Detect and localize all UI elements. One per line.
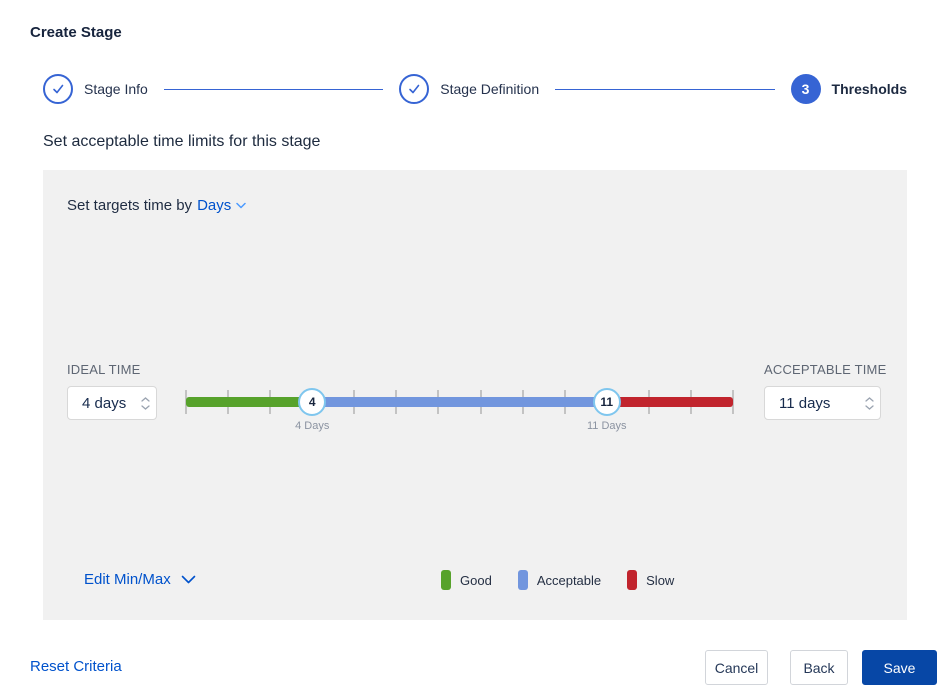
ideal-time-field: IDEAL TIME: [67, 362, 157, 420]
time-unit-dropdown[interactable]: Days: [197, 197, 246, 214]
slider-handle[interactable]: 11: [592, 388, 621, 416]
acceptable-color-swatch: [517, 570, 528, 590]
slider-segment-slow: [606, 397, 733, 407]
acceptable-time-input[interactable]: [765, 387, 880, 419]
time-threshold-slider: 4 4 Days 11 11 Days: [185, 382, 734, 444]
chevron-down-icon: [865, 404, 874, 410]
stepper-connector: [163, 88, 384, 90]
chevron-down-icon: [181, 575, 196, 584]
stepper: Stage Info Stage Definition 3 Thresholds: [43, 74, 907, 104]
step-stage-definition[interactable]: Stage Definition: [399, 74, 539, 104]
acceptable-time-field: ACCEPTABLE TIME: [764, 362, 886, 420]
chevron-down-icon: [141, 404, 150, 410]
step-stage-info[interactable]: Stage Info: [43, 74, 148, 104]
legend-item-slow: Slow: [627, 570, 674, 590]
thresholds-panel: Set targets time by Days IDEAL TIME 4 4 D…: [43, 170, 907, 620]
section-heading: Set acceptable time limits for this stag…: [43, 133, 321, 150]
check-circle-icon: [43, 74, 73, 104]
acceptable-time-label: ACCEPTABLE TIME: [764, 362, 887, 377]
chevron-up-icon: [141, 396, 150, 402]
slider-tick: [732, 390, 734, 414]
slider-handle-label: 4 Days: [295, 420, 330, 432]
time-unit-value: Days: [197, 197, 232, 214]
cancel-button[interactable]: Cancel: [705, 650, 768, 685]
back-button[interactable]: Back: [790, 650, 848, 685]
save-button[interactable]: Save: [862, 650, 937, 685]
page-title: Create Stage: [30, 24, 122, 41]
acceptable-time-stepper[interactable]: [865, 387, 874, 419]
ideal-time-label: IDEAL TIME: [67, 362, 141, 377]
legend-item-acceptable: Acceptable: [517, 570, 602, 590]
step-thresholds[interactable]: 3 Thresholds: [790, 74, 908, 104]
slider-segment-acceptable: [312, 397, 607, 407]
target-time-label: Set targets time by: [67, 197, 193, 214]
legend-label: Good: [460, 572, 492, 588]
ideal-time-stepper[interactable]: [141, 387, 150, 419]
slow-color-swatch: [627, 570, 638, 590]
step-label: Stage Info: [84, 81, 148, 97]
good-color-swatch: [441, 570, 451, 590]
step-number-badge: 3: [790, 74, 821, 104]
target-time-row: Set targets time by Days: [67, 197, 246, 214]
legend-item-good: Good: [441, 570, 492, 590]
slider-segment-good: [186, 397, 313, 407]
edit-minmax-link[interactable]: Edit Min/Max: [84, 571, 196, 588]
chevron-down-icon: [236, 202, 246, 209]
legend-label: Acceptable: [536, 572, 602, 588]
stepper-connector: [555, 88, 775, 90]
legend: Good Acceptable Slow: [441, 570, 700, 590]
chevron-up-icon: [865, 396, 874, 402]
edit-minmax-label: Edit Min/Max: [84, 571, 171, 588]
step-label: Thresholds: [831, 81, 908, 97]
reset-criteria-link[interactable]: Reset Criteria: [30, 658, 122, 675]
step-label: Stage Definition: [440, 81, 540, 97]
check-circle-icon: [399, 74, 430, 104]
slider-handle-label: 11 Days: [586, 420, 627, 432]
slider-handle[interactable]: 4: [298, 388, 327, 416]
legend-label: Slow: [646, 572, 675, 588]
ideal-time-input[interactable]: [68, 387, 156, 419]
